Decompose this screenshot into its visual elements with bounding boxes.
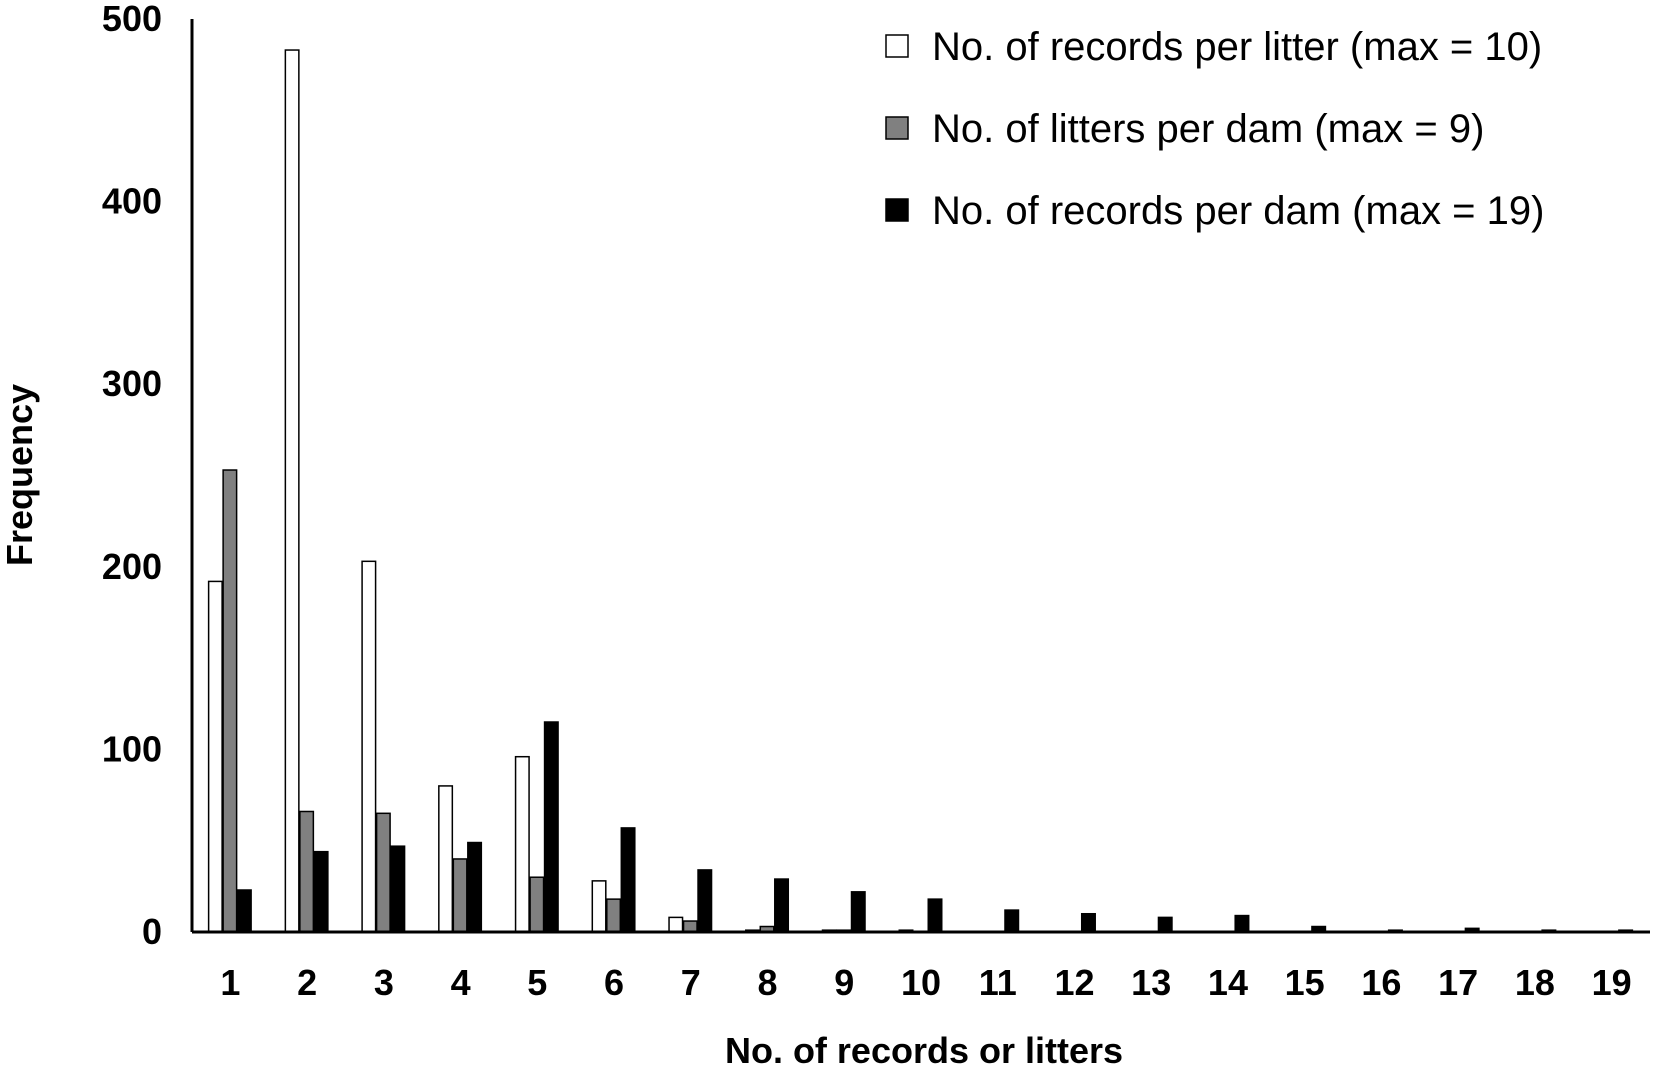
x-tick-label: 9 bbox=[834, 962, 854, 1003]
x-tick-label: 13 bbox=[1131, 962, 1171, 1003]
bar-series-3-cat-6 bbox=[620, 827, 636, 933]
x-tick-label: 15 bbox=[1285, 962, 1325, 1003]
bar-series-1-cat-5 bbox=[514, 755, 530, 933]
y-tick-label: 200 bbox=[102, 546, 162, 587]
bar-series-3-cat-8 bbox=[774, 878, 790, 933]
bar-series-2-cat-3 bbox=[375, 812, 391, 933]
x-tick-label: 5 bbox=[527, 962, 547, 1003]
x-tick-label: 4 bbox=[451, 962, 471, 1003]
x-tick-label: 8 bbox=[758, 962, 778, 1003]
bar-series-1-cat-3 bbox=[361, 560, 377, 933]
x-tick-labels: 1 2 3 4 5 6 7 8 9 10 11 12 13 14 15 16 17 18 19 bbox=[220, 962, 1631, 1003]
x-tick-label: 11 bbox=[979, 962, 1017, 1003]
x-tick-label: 7 bbox=[681, 962, 701, 1003]
bar-series-3-cat-9 bbox=[850, 891, 866, 933]
bar-series-3-cat-4 bbox=[467, 841, 483, 933]
bar-series-2-cat-7 bbox=[682, 920, 698, 933]
bar-series-2-cat-5 bbox=[529, 876, 545, 933]
y-tick-label: 0 bbox=[142, 911, 162, 952]
bar-series-3-cat-13 bbox=[1157, 916, 1173, 933]
x-tick-label: 1 bbox=[220, 962, 240, 1003]
x-tick-label: 14 bbox=[1208, 962, 1248, 1003]
bar-series-3-cat-1 bbox=[236, 889, 252, 933]
bar-series-2-cat-6 bbox=[606, 898, 622, 933]
bar-series-3-cat-2 bbox=[313, 850, 329, 933]
bar-series-3-cat-10 bbox=[927, 898, 943, 933]
x-axis-title: No. of records or litters bbox=[725, 1030, 1123, 1071]
x-tick-label: 6 bbox=[604, 962, 624, 1003]
legend-label-2: No. of litters per dam (max = 9) bbox=[932, 107, 1484, 151]
y-tick-label: 500 bbox=[102, 0, 162, 39]
bar-series-3-cat-14 bbox=[1234, 914, 1250, 933]
y-tick-label: 400 bbox=[102, 181, 162, 222]
legend-swatch-3 bbox=[885, 198, 909, 222]
bar-series-3-cat-7 bbox=[697, 869, 713, 933]
bar-series-1-cat-1 bbox=[207, 580, 223, 933]
x-tick-label: 12 bbox=[1054, 962, 1094, 1003]
legend-label-3: No. of records per dam (max = 19) bbox=[932, 189, 1544, 233]
bar-series-2-cat-4 bbox=[452, 858, 468, 933]
bar-series-3-cat-3 bbox=[390, 845, 406, 933]
legend: No. of records per litter (max = 10) No. … bbox=[885, 25, 1544, 233]
x-tick-label: 16 bbox=[1361, 962, 1401, 1003]
x-tick-label: 19 bbox=[1592, 962, 1632, 1003]
x-tick-label: 17 bbox=[1438, 962, 1478, 1003]
bar-series-1-cat-6 bbox=[591, 880, 607, 933]
y-tick-labels: 0 100 200 300 400 500 bbox=[102, 0, 162, 952]
x-tick-label: 2 bbox=[297, 962, 317, 1003]
y-axis-title: Frequency bbox=[0, 384, 40, 566]
y-tick-label: 300 bbox=[102, 363, 162, 404]
bars-group bbox=[207, 49, 1634, 933]
bar-series-1-cat-4 bbox=[438, 785, 454, 933]
bar-series-2-cat-2 bbox=[299, 810, 315, 933]
x-tick-label: 3 bbox=[374, 962, 394, 1003]
y-tick-label: 100 bbox=[102, 728, 162, 769]
x-tick-label: 10 bbox=[901, 962, 941, 1003]
legend-label-1: No. of records per litter (max = 10) bbox=[932, 25, 1542, 69]
legend-swatch-2 bbox=[885, 116, 909, 140]
legend-swatch-1 bbox=[885, 34, 909, 58]
bar-series-3-cat-5 bbox=[543, 721, 559, 933]
bar-series-1-cat-7 bbox=[668, 916, 684, 933]
bar-series-1-cat-2 bbox=[284, 49, 300, 933]
bar-series-3-cat-11 bbox=[1004, 909, 1020, 933]
x-tick-label: 18 bbox=[1515, 962, 1555, 1003]
bar-series-3-cat-12 bbox=[1080, 912, 1096, 933]
bar-series-2-cat-1 bbox=[222, 469, 238, 933]
